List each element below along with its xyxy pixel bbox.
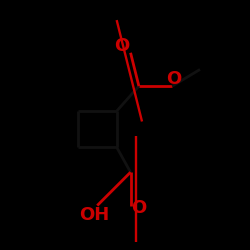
Text: O: O xyxy=(114,37,130,55)
Text: O: O xyxy=(131,199,146,217)
Text: O: O xyxy=(166,70,181,88)
Text: OH: OH xyxy=(79,206,110,224)
